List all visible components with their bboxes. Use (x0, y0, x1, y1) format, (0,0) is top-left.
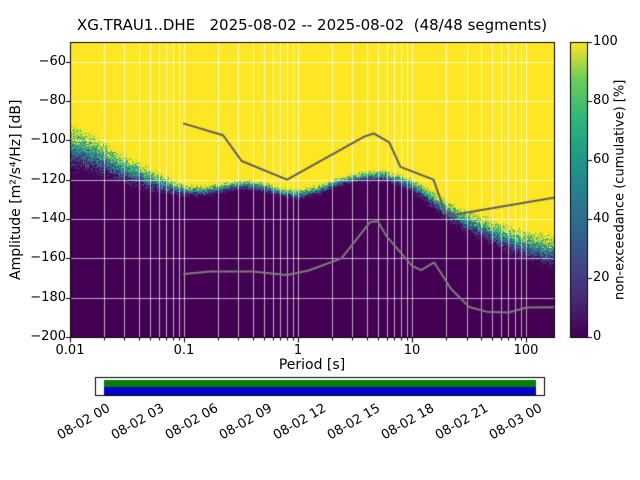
y-tick-label: −80 (38, 93, 66, 108)
y-tick-label: −140 (30, 211, 66, 226)
x-tick-label: 0.01 (55, 343, 85, 358)
x-tick-label: 0.1 (173, 343, 195, 358)
colorbar-tick-label: 100 (593, 34, 618, 49)
x-tick-label: 10 (403, 343, 421, 358)
y-tick-label: −60 (38, 54, 66, 69)
x-tick-label: 100 (513, 343, 539, 358)
chart-title: XG.TRAU1..DHE 2025-08-02 -- 2025-08-02 (… (76, 16, 548, 34)
x-axis-label: Period [s] (278, 357, 346, 373)
colorbar-tick-label: 80 (593, 93, 610, 108)
x-tick-label: 1 (293, 343, 303, 358)
y-tick-label: −200 (30, 329, 66, 344)
y-tick-label: −160 (30, 250, 66, 265)
y-tick-label: −100 (30, 132, 66, 147)
colorbar-tick-label: 20 (593, 270, 610, 285)
y-tick-label: −180 (30, 290, 66, 305)
y-tick-label: −120 (30, 172, 66, 187)
colorbar-tick-label: 40 (593, 211, 610, 226)
colorbar-tick-label: 0 (593, 329, 602, 344)
colorbar-tick-label: 60 (593, 152, 610, 167)
colorbar-label: non-exceedance (cumulative) [%] (612, 79, 628, 300)
